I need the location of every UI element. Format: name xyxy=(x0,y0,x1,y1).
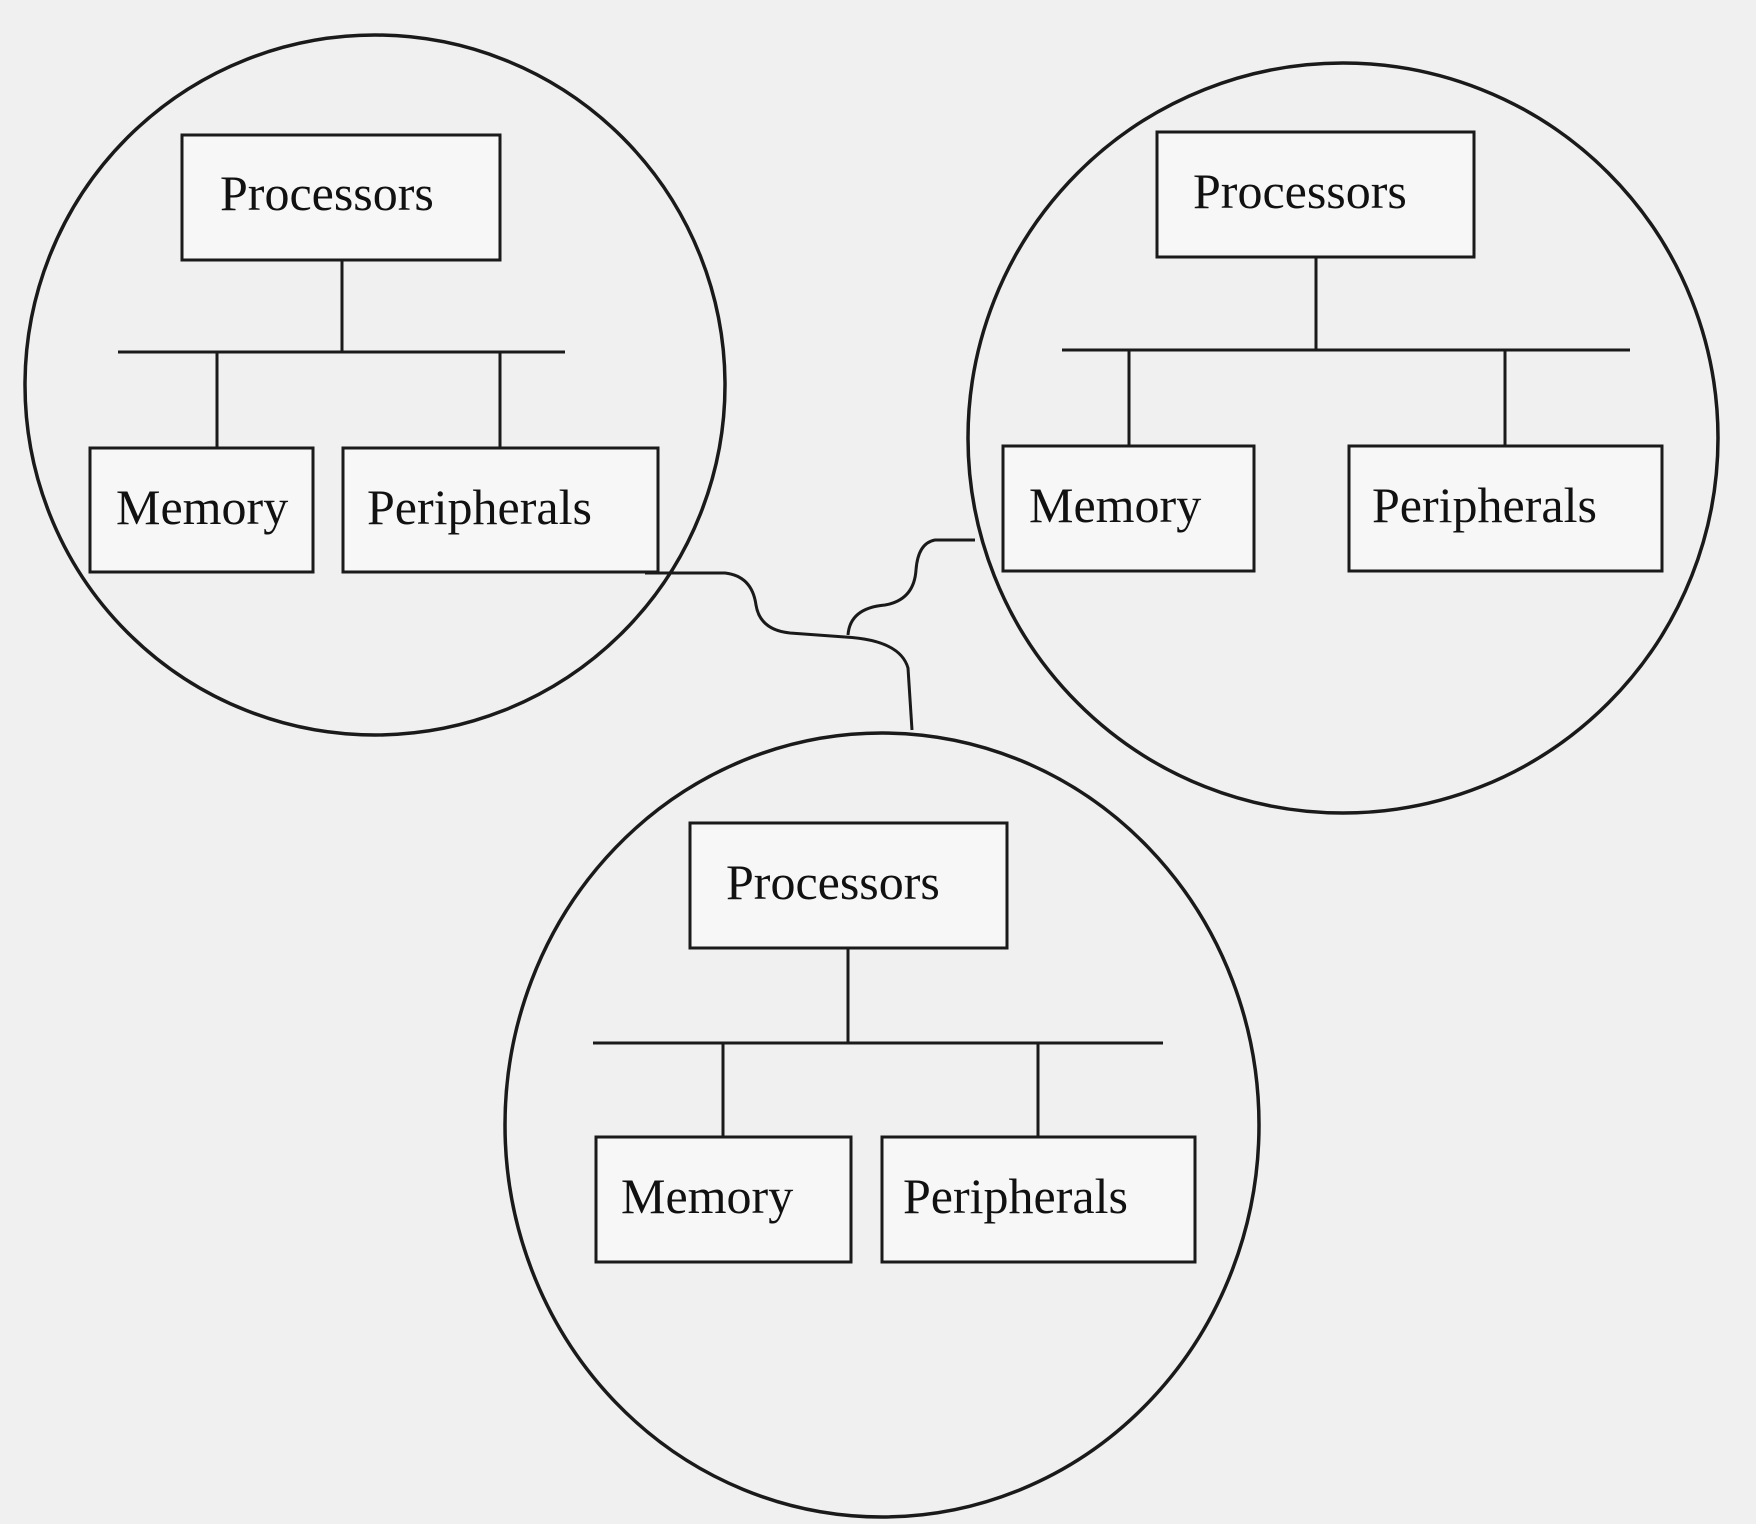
memory-label: Memory xyxy=(621,1168,793,1224)
cluster-boundary-circle xyxy=(966,61,1720,815)
network-link-top-right xyxy=(846,538,975,636)
network-link-top-left xyxy=(645,571,846,639)
processors-box xyxy=(688,821,1009,950)
cluster-boundary-circle xyxy=(503,731,1261,1519)
memory-box xyxy=(88,446,315,574)
processors-box xyxy=(1155,130,1476,259)
cluster-top-left: Processors Memory Peripherals xyxy=(23,33,727,737)
memory-box xyxy=(1001,444,1256,573)
peripherals-box xyxy=(341,446,660,574)
network-link-bottom xyxy=(844,635,914,731)
processors-label: Processors xyxy=(220,165,434,221)
processors-label: Processors xyxy=(1193,163,1407,219)
peripherals-label: Peripherals xyxy=(903,1168,1128,1224)
network-links xyxy=(645,538,975,731)
peripherals-label: Peripherals xyxy=(367,479,592,535)
peripherals-label: Peripherals xyxy=(1372,477,1597,533)
processors-label: Processors xyxy=(726,854,940,910)
memory-label: Memory xyxy=(1029,477,1201,533)
cluster-bottom: Processors Memory Peripherals xyxy=(503,731,1261,1519)
peripherals-box xyxy=(880,1135,1197,1264)
memory-label: Memory xyxy=(116,479,288,535)
peripherals-box xyxy=(1347,444,1664,573)
cluster-boundary-circle xyxy=(23,33,727,737)
cluster-top-right: Processors Memory Peripherals xyxy=(966,61,1720,815)
memory-box xyxy=(594,1135,853,1264)
